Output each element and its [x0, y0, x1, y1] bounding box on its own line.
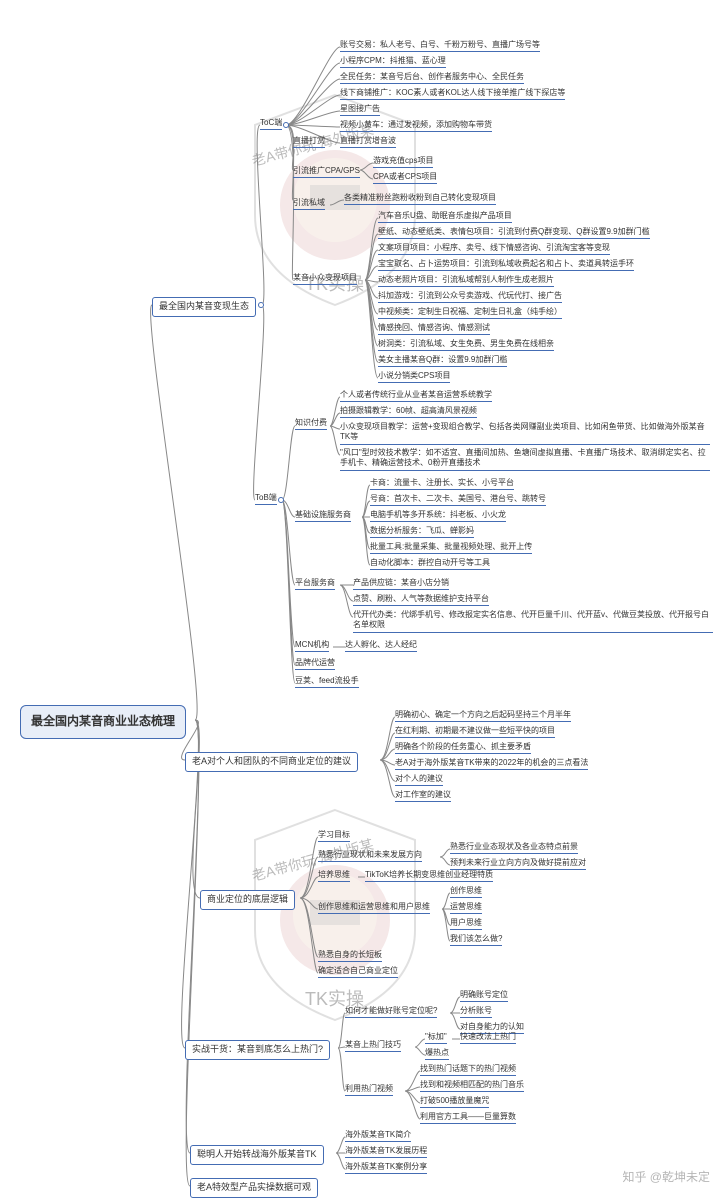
leaf: 账号交易：私人老号、白号、千粉万粉号、直播广场号等 — [340, 40, 540, 52]
leaf: 运营思维 — [450, 902, 482, 914]
leaf: 用户思维 — [450, 918, 482, 930]
leaf: "风口"型时效技术教学：如不适宜、直播间加热、鱼塘间虚拟直播、卡直播广场技术、取… — [340, 448, 710, 471]
node-mid: 知识付费 — [295, 418, 327, 430]
leaf: 对个人的建议 — [395, 774, 443, 786]
leaf: 预判未来行业立向方向及做好提前应对 — [450, 858, 586, 870]
node-mid: 创作思维和运营思维和用户思维 — [318, 902, 430, 914]
leaf: 对工作室的建议 — [395, 790, 451, 802]
leaf: TikToK培养长期变思维创业经理特质 — [365, 870, 493, 882]
leaf: 全民任务：某音号后台、创作者服务中心、全民任务 — [340, 72, 524, 84]
leaf: 熟悉行业业态现状及各业态特点前景 — [450, 842, 578, 854]
leaf: 星图接广告 — [340, 104, 380, 116]
node-mid: 某音上热门技巧 — [345, 1040, 401, 1052]
leaf: 号商：首次卡、二次卡、美国号、港台号、跳转号 — [370, 494, 546, 506]
leaf: 直播打赏增音波 — [340, 136, 396, 148]
leaf: 明确初心、确定一个方向之后起码坚持三个月半年 — [395, 710, 571, 722]
leaf: 卡商：流量卡、注册长、实长、小号平台 — [370, 478, 514, 490]
leaf: 拍摄跟辑教学：60帧、超高清风景视频 — [340, 406, 477, 418]
leaf: 自动化脚本：群控自动开号等工具 — [370, 558, 490, 570]
leaf: 情感挽回、情感咨询、情感测试 — [378, 323, 490, 335]
leaf: 各类精准粉丝跑粉收粉到自己转化变现项目 — [344, 193, 496, 205]
node-mid: 某音小众变现项目 — [293, 273, 357, 285]
leaf: 爆热点 — [425, 1048, 449, 1060]
leaf: 利用官方工具——巨量算数 — [420, 1112, 516, 1124]
leaf: 抖加游戏：引流到公众号卖游戏、代玩代打、接广告 — [378, 291, 562, 303]
leaf: 动态老照片项目：引流私域帮别人制作生成老照片 — [378, 275, 554, 287]
leaf: 汽车音乐U盘、助眠音乐虚拟产品项目 — [378, 211, 512, 223]
leaf: 明确各个阶段的任务重心、抓主要矛盾 — [395, 742, 531, 754]
leaf: 视频小黄车：通过发视频，添加购物车带货 — [340, 120, 492, 132]
leaf: 熟悉自身的长短板 — [318, 950, 382, 962]
leaf: 学习目标 — [318, 830, 350, 842]
node-mid: 如何才能做好账号定位呢? — [345, 1006, 437, 1018]
leaf: 壁纸、动态壁纸类、表情包项目：引流到付费Q群变现、Q群设置9.9加群门槛 — [378, 227, 650, 239]
node-mid: 利用热门视频 — [345, 1084, 393, 1096]
node-mid: MCN机构 — [295, 640, 329, 652]
expand-dot — [283, 122, 289, 128]
leaf: 打破500播放量魔咒 — [420, 1096, 489, 1108]
leaf: 分析账号 — [460, 1006, 492, 1018]
branch-b6: 老A特效型产品实操数据可观 — [190, 1178, 318, 1198]
leaf: 数据分析服务：飞瓜、蝉影妈 — [370, 526, 474, 538]
leaf: 在红利期、初期最不建议做一些短平快的项目 — [395, 726, 555, 738]
leaf: 找到热门话题下的热门视频 — [420, 1064, 516, 1076]
leaf: 快速改法上热门 — [460, 1032, 516, 1044]
branch-b2: 老A对个人和团队的不同商业定位的建议 — [185, 752, 358, 772]
leaf: 海外版某音TK简介 — [345, 1130, 411, 1142]
leaf: 电脑手机等多开系统：抖老板、小火龙 — [370, 510, 506, 522]
leaf: 老A对于海外版某音TK带来的2022年的机会的三点看法 — [395, 758, 588, 770]
leaf: 点赞、刷粉、人气等数据维护支持平台 — [353, 594, 489, 606]
node-mid: 引流推广CPA/GPS — [293, 166, 360, 178]
leaf: 明确账号定位 — [460, 990, 508, 1002]
node-mid: 熟悉行业现状和未来发展方向 — [318, 850, 422, 862]
node-toc: ToC端 — [260, 118, 282, 130]
leaf: 小说分销类CPS项目 — [378, 371, 450, 383]
leaf: 确定适合自己商业定位 — [318, 966, 398, 978]
leaf: 宝宝取名、占卜运势项目：引流到私域收费起名和占卜、卖道具转运手环 — [378, 259, 634, 271]
root-node: 最全国内某音商业业态梳理 — [20, 705, 186, 739]
leaf: 树洞类：引流私域、女生免费、男生免费在线相亲 — [378, 339, 554, 351]
leaf: 线下商铺推广：KOC素人或者KOL达人线下接单推广线下探店等 — [340, 88, 565, 100]
branch-b3: 商业定位的底层逻辑 — [200, 890, 295, 910]
leaf: 美女主播某音Q群：设置9.9加群门槛 — [378, 355, 507, 367]
leaf: 豆荚、feed流投手 — [295, 676, 359, 688]
node-tob: ToB端 — [255, 493, 277, 505]
leaf: 达人孵化、达人经纪 — [345, 640, 417, 652]
leaf: 海外版某音TK案例分享 — [345, 1162, 427, 1174]
leaf: 找到和视频相匹配的热门音乐 — [420, 1080, 524, 1092]
leaf: CPA或者CPS项目 — [373, 172, 437, 184]
leaf: 个人或者传统行业从业者某音运营系统教学 — [340, 390, 492, 402]
node-mid: 基础设施服务商 — [295, 510, 351, 522]
footer-watermark: 知乎 @乾坤未定 — [622, 1168, 710, 1185]
node-mid: "标加" — [425, 1032, 447, 1044]
leaf: 游戏充值cps项目 — [373, 156, 433, 168]
node-mid: 培养思维 — [318, 870, 350, 882]
branch-b4: 实战干货：某音到底怎么上热门? — [185, 1040, 330, 1060]
leaf: 品牌代运营 — [295, 658, 335, 670]
node-mid: 平台服务商 — [295, 578, 335, 590]
leaf: 我们该怎么做? — [450, 934, 502, 946]
leaf: 文案项目项目：小程序、卖号、线下情感咨询、引流淘宝客等变现 — [378, 243, 610, 255]
branch-b1: 最全国内某音变现生态 — [152, 297, 256, 317]
branch-b5: 聪明人开始转战海外版某音TK — [190, 1145, 324, 1165]
leaf: 海外版某音TK发展历程 — [345, 1146, 427, 1158]
leaf: 产品供应链：某音小店分销 — [353, 578, 449, 590]
expand-dot — [278, 497, 284, 503]
node-mid: 直播打赏 — [293, 136, 325, 148]
expand-dot — [258, 302, 264, 308]
leaf: 创作思维 — [450, 886, 482, 898]
leaf: 中视频类：定制生日祝福、定制生日礼盒（纯手绘） — [378, 307, 562, 319]
leaf: 小程序CPM：抖推猫、蓝心理 — [340, 56, 446, 68]
leaf: 批量工具:批量采集、批量视频处理、批开上传 — [370, 542, 532, 554]
leaf: 代开代办类：代绑手机号、修改报定实名信息、代开巨量千川、代开蓝v、代做豆荚投放、… — [353, 610, 713, 633]
node-mid: 引流私域 — [293, 198, 325, 210]
leaf: 小众变现项目教学：运营+变现组合教学、包括各类网赚副业类项目、比如闲鱼带货、比如… — [340, 422, 710, 445]
